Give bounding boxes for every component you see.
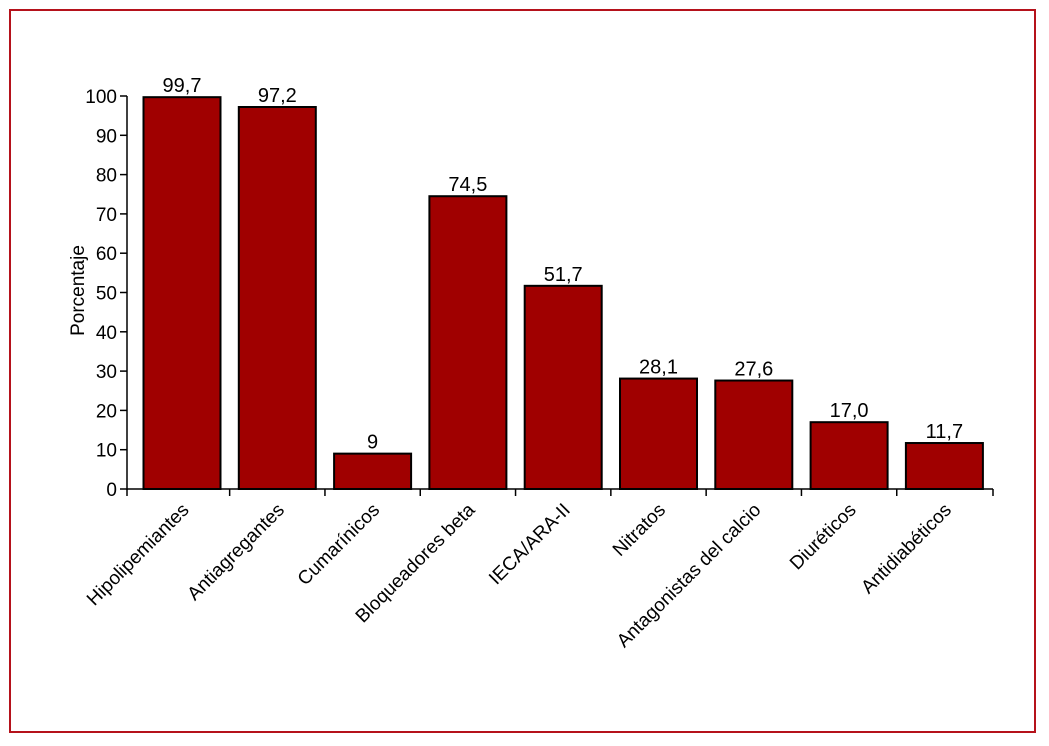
bar [904,442,984,491]
bar [619,377,698,490]
bar [428,195,508,490]
y-tick-label: 10 [96,441,117,462]
bar [523,284,603,490]
data-label: 99,7 [163,75,202,97]
data-label: 11,7 [926,421,963,443]
category-label: Nitratos [609,500,670,561]
y-tick-label: 60 [96,244,117,265]
data-label: 28,1 [639,357,678,379]
category-label: Cumarínicos [294,500,384,590]
y-tick-label: 100 [85,87,117,108]
y-tick-label: 30 [96,362,117,383]
category-label: Hipolipemiantes [83,500,193,610]
y-tick-label: 70 [96,205,117,226]
data-label: 74,5 [448,174,487,196]
y-tick-label: 50 [96,284,117,305]
bar [333,452,413,491]
y-tick-label: 90 [96,126,117,147]
data-label: 27,6 [734,359,773,381]
bar [237,106,317,490]
category-label: IECA/ARA-II [485,500,575,590]
data-label: 17,0 [830,400,869,422]
bars [142,96,984,491]
data-label: 9 [367,432,378,454]
y-tick-label: 20 [96,401,117,422]
category-label: Antiagregantes [184,500,289,605]
y-tick-label: 0 [106,480,117,501]
y-tick-label: 80 [96,166,117,187]
category-label: Diuréticos [786,500,861,575]
bar [714,379,794,491]
y-axis-title: Porcentaje [68,245,89,336]
data-label: 51,7 [544,264,583,286]
bar [142,96,222,491]
category-label: Antidiabéticos [857,500,955,598]
y-tick-label: 40 [96,323,117,344]
data-label: 97,2 [258,85,297,107]
bar [809,421,889,490]
